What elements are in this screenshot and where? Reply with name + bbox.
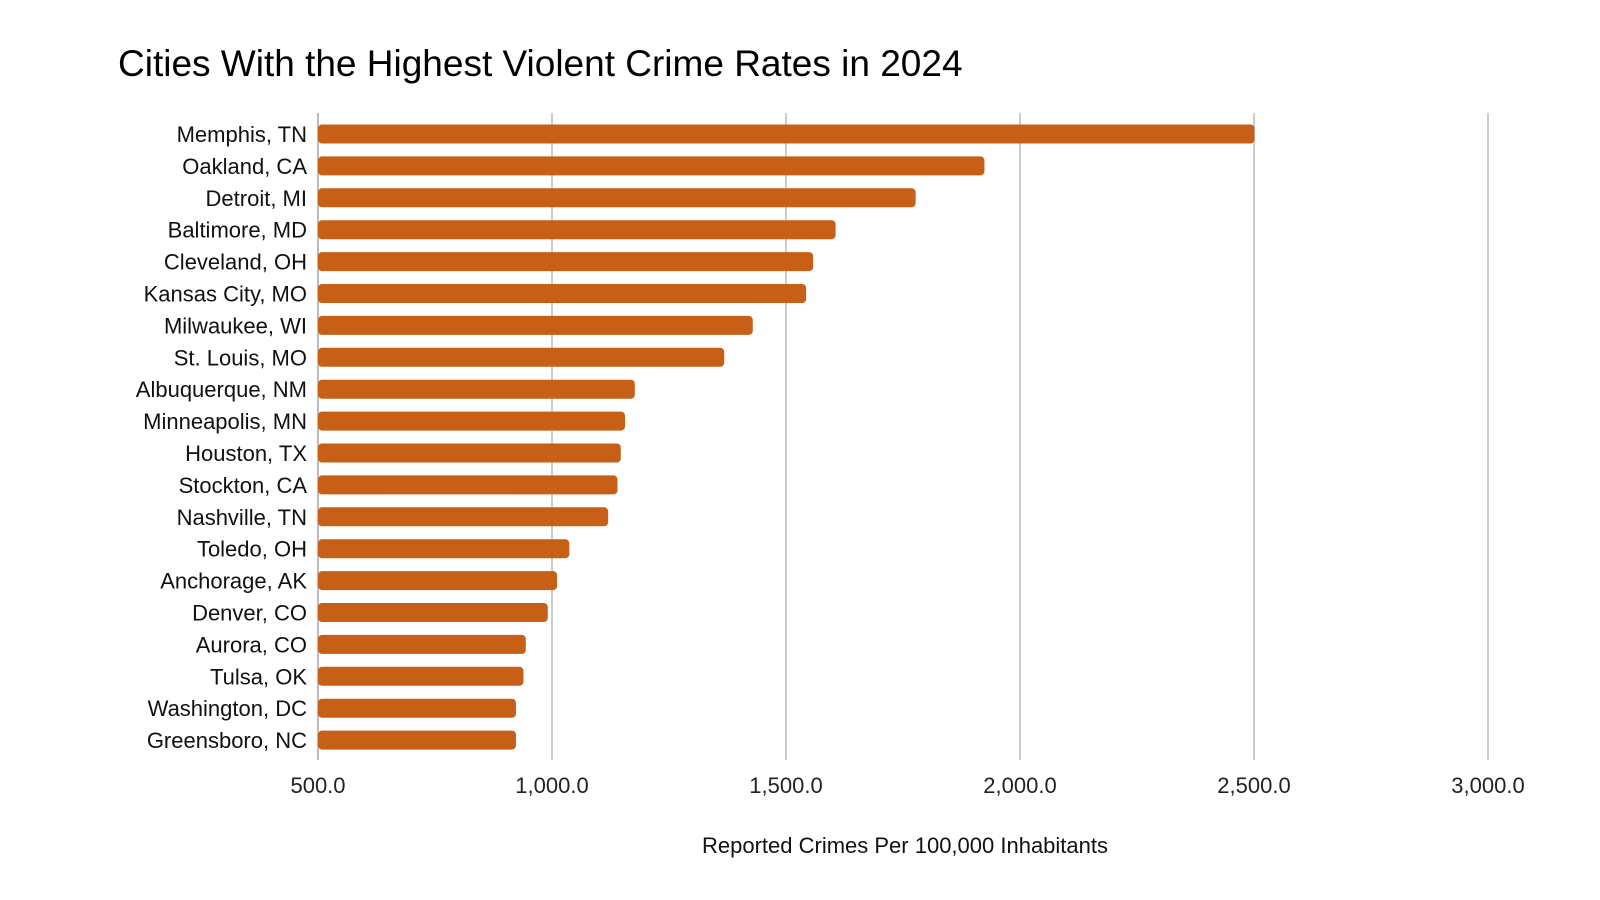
chart-title: Cities With the Highest Violent Crime Ra… — [118, 43, 963, 84]
category-label: Aurora, CO — [196, 632, 307, 657]
category-label: Nashville, TN — [177, 505, 307, 530]
x-axis-label: Reported Crimes Per 100,000 Inhabitants — [702, 833, 1108, 858]
bar — [318, 698, 516, 718]
bar — [318, 443, 621, 463]
x-tick-label: 500.0 — [290, 773, 345, 798]
bar — [318, 124, 1255, 144]
category-label: Minneapolis, MN — [143, 409, 307, 434]
bar — [318, 539, 570, 559]
x-tick-label: 2,000.0 — [983, 773, 1056, 798]
category-label: Greensboro, NC — [147, 728, 307, 753]
category-label: Baltimore, MD — [168, 218, 307, 243]
category-label: Detroit, MI — [206, 186, 307, 211]
bar — [318, 634, 526, 654]
bar — [318, 315, 753, 335]
category-label: St. Louis, MO — [174, 345, 307, 370]
category-label: Stockton, CA — [179, 473, 308, 498]
x-tick-label: 2,500.0 — [1217, 773, 1290, 798]
category-label: Denver, CO — [192, 601, 307, 626]
category-label: Milwaukee, WI — [164, 313, 307, 338]
bar — [318, 666, 524, 686]
bar — [318, 347, 725, 367]
bar — [318, 252, 814, 272]
category-label: Memphis, TN — [177, 122, 307, 147]
category-label: Oakland, CA — [182, 154, 307, 179]
bar — [318, 730, 516, 750]
bar — [318, 284, 807, 303]
x-tick-label: 1,500.0 — [749, 773, 822, 798]
bar — [318, 379, 635, 399]
bar — [318, 507, 609, 527]
category-label: Kansas City, MO — [144, 282, 307, 307]
bar — [318, 571, 558, 591]
category-label: Houston, TX — [185, 441, 307, 466]
category-label: Anchorage, AK — [160, 569, 307, 594]
bar — [318, 603, 548, 622]
x-tick-label: 1,000.0 — [515, 773, 588, 798]
category-label: Washington, DC — [148, 696, 307, 721]
category-label: Toledo, OH — [197, 537, 307, 562]
category-label: Cleveland, OH — [164, 250, 307, 275]
bar — [318, 220, 836, 240]
bar — [318, 475, 618, 495]
bar — [318, 188, 916, 208]
x-tick-label: 3,000.0 — [1451, 773, 1524, 798]
category-label: Tulsa, OK — [210, 664, 307, 689]
bar — [318, 156, 985, 176]
category-label: Albuquerque, NM — [136, 377, 307, 402]
bar — [318, 411, 626, 431]
